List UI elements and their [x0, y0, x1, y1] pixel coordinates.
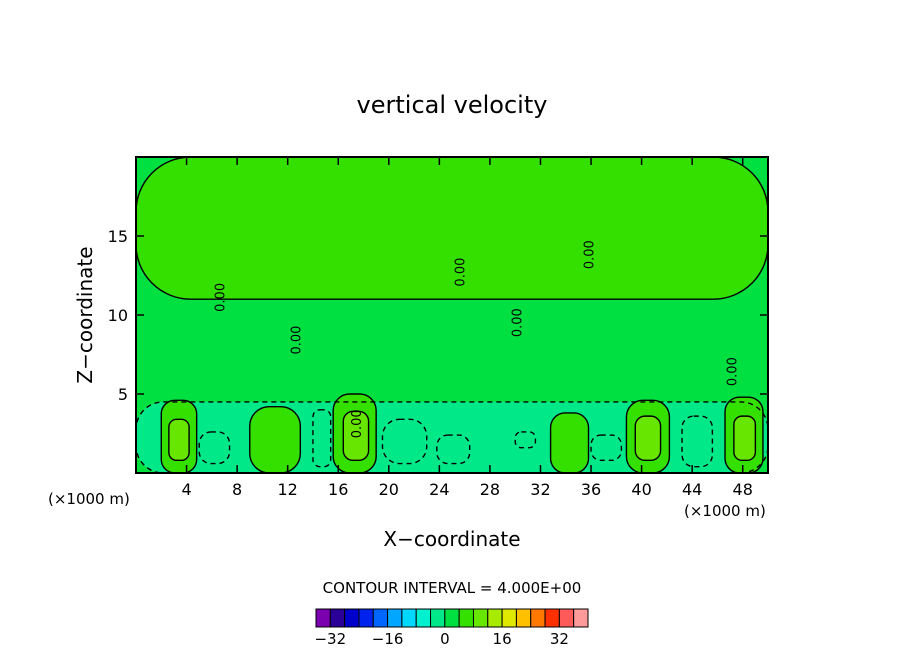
colorbar-swatch-14	[515, 608, 532, 628]
contour-value-label-6: 0.00	[725, 357, 740, 386]
contour-line-6	[332, 393, 377, 473]
heatmap-region-18	[591, 435, 622, 461]
colorbar-swatch-10	[458, 608, 474, 628]
heatmap-region-16	[436, 435, 470, 464]
heatmap-region-7	[343, 411, 369, 461]
colorbar-swatch-2	[344, 608, 360, 628]
contour-line-13	[198, 431, 231, 465]
y-axis-ticks: 5 10 15	[108, 227, 768, 404]
contour-value-label-1: 0.00	[511, 308, 526, 337]
contour-line-3	[160, 399, 198, 473]
colorbar-label-3: 16	[493, 630, 512, 648]
contour-line-16	[436, 434, 471, 465]
x-tick-label-48: 48	[733, 480, 753, 499]
colorbar-swatch-11	[472, 608, 489, 628]
colorbar-swatch-6	[401, 608, 417, 628]
contour-value-label-0: 0.00	[350, 409, 365, 438]
y-tick-label-10: 10	[108, 306, 128, 325]
colorbar-label-1: −16	[372, 630, 404, 648]
contour-line-2	[136, 401, 768, 473]
contour-value-label-3: 0.00	[213, 283, 228, 312]
x-axis-ticks: 4 8 12 16 20 24 28 32 36 40 44 48	[181, 157, 753, 499]
heatmap-region-17	[515, 431, 536, 448]
x-unit-left: (×1000 m)	[48, 490, 130, 508]
colorbar-swatch-3	[358, 608, 374, 628]
contour-line-11	[724, 396, 764, 473]
heatmap-cells	[136, 157, 768, 473]
x-tick-label-8: 8	[232, 480, 242, 499]
heatmap-region-8	[550, 412, 589, 473]
contour-line-17	[514, 431, 537, 449]
y-tick-label-15: 15	[108, 227, 128, 246]
heatmap-region-19	[682, 416, 713, 467]
colorbar-swatch-16	[544, 608, 560, 628]
colorbar-label-2: 0	[440, 630, 450, 648]
colorbar-swatch-12	[487, 608, 503, 628]
heatmap-region-1	[136, 157, 768, 300]
x-tick-label-28: 28	[480, 480, 500, 499]
contour-line-10	[634, 415, 662, 462]
colorbar-label-0: −32	[314, 630, 346, 648]
plot-area: 0.00 0.00 0.00 0.00 0.00 0.00 0.00	[136, 157, 768, 473]
x-tick-label-32: 32	[530, 480, 550, 499]
contour-line-19	[681, 415, 714, 468]
colorbar-swatch-17	[558, 608, 575, 628]
x-axis-label: X−coordinate	[383, 527, 520, 551]
y-axis-label: Z−coordinate	[73, 246, 97, 383]
x-tick-label-44: 44	[682, 480, 702, 499]
colorbar-swatch-7	[415, 608, 432, 628]
colorbar-label-4: 32	[550, 630, 569, 648]
contour-line-7	[342, 410, 370, 462]
contour-line-12	[733, 415, 757, 462]
contour-value-label-5: 0.00	[454, 258, 469, 287]
heatmap-region-13	[199, 431, 230, 464]
x-tick-label-36: 36	[581, 480, 601, 499]
contour-line-1	[136, 157, 768, 300]
heatmap-region-15	[382, 419, 427, 464]
heatmap-region-5	[249, 406, 301, 473]
colorbar-swatch-4	[372, 608, 389, 628]
contour-line-4	[168, 418, 190, 462]
contour-lines: 0.00 0.00 0.00 0.00 0.00 0.00 0.00	[136, 157, 768, 473]
colorbar-swatch-9	[444, 608, 460, 628]
y-tick-label-5: 5	[118, 385, 128, 404]
x-unit-right: (×1000 m)	[684, 502, 766, 520]
x-tick-label-4: 4	[181, 480, 191, 499]
x-tick-label-24: 24	[429, 480, 449, 499]
colorbar: −32 −16 0 16 32	[314, 608, 589, 648]
colorbar-swatch-8	[430, 608, 446, 628]
heatmap-region-10	[635, 416, 661, 461]
contour-line-14	[312, 409, 332, 468]
x-tick-label-12: 12	[278, 480, 298, 499]
contour-line-18	[590, 434, 623, 462]
x-tick-label-40: 40	[631, 480, 651, 499]
contour-line-5	[249, 405, 302, 473]
contour-line-9	[625, 399, 671, 473]
contour-value-label-4: 0.00	[289, 326, 304, 355]
colorbar-swatch-15	[530, 608, 546, 628]
x-tick-label-16: 16	[328, 480, 348, 499]
colorbar-swatch-13	[501, 608, 517, 628]
colorbar-swatch-0	[315, 608, 331, 628]
chart-title: vertical velocity	[357, 91, 548, 119]
heatmap-region-4	[168, 419, 190, 461]
colorbar-swatch-1	[329, 608, 346, 628]
heatmap-region-14	[312, 409, 331, 467]
colorbar-swatch-5	[387, 608, 403, 628]
contour-interval-label: CONTOUR INTERVAL = 4.000E+00	[323, 579, 582, 597]
colorbar-swatch-18	[573, 608, 589, 628]
x-tick-label-20: 20	[379, 480, 399, 499]
contour-value-label-2: 0.00	[583, 240, 598, 269]
heatmap-region-12	[733, 416, 756, 461]
